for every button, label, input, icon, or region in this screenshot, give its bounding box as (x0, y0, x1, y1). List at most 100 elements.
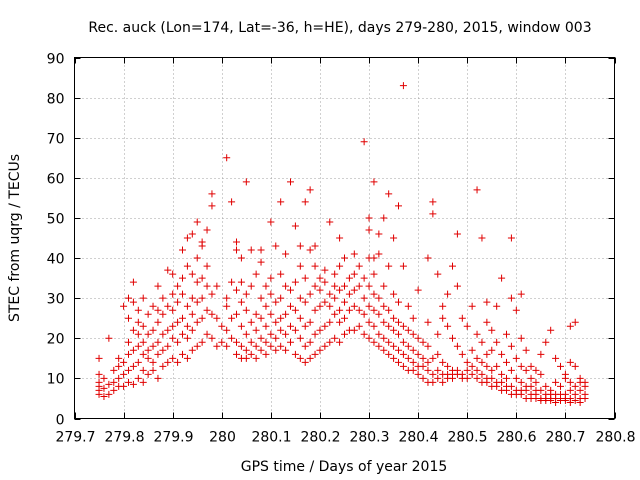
data-point (566, 394, 574, 402)
data-point (537, 350, 545, 358)
data-point (507, 294, 515, 302)
data-point (287, 322, 294, 330)
data-point (390, 314, 398, 322)
data-point (463, 358, 471, 366)
data-point (203, 282, 211, 290)
data-point (95, 370, 103, 378)
data-point (316, 286, 324, 294)
data-point (458, 314, 466, 322)
data-point (350, 250, 358, 258)
data-point (154, 306, 162, 314)
data-point (262, 338, 270, 346)
data-point (385, 262, 393, 270)
data-point (336, 262, 344, 270)
data-point (154, 350, 162, 358)
data-point (174, 338, 182, 346)
data-point (419, 374, 427, 382)
data-point (439, 302, 447, 310)
data-point (242, 330, 250, 338)
y-tick-label: 50 (47, 212, 65, 228)
data-point (129, 346, 137, 354)
data-point (336, 286, 344, 294)
data-point (493, 302, 501, 310)
data-point (174, 282, 182, 290)
data-point (434, 366, 442, 374)
data-point (350, 286, 358, 294)
data-point (321, 278, 329, 286)
data-point (399, 350, 407, 358)
data-point (498, 370, 506, 378)
data-point (183, 334, 191, 342)
data-point (105, 380, 113, 388)
data-point (552, 378, 560, 386)
data-point (183, 234, 191, 242)
data-point (311, 330, 319, 338)
data-point (341, 330, 348, 338)
data-point (208, 334, 216, 342)
data-point (272, 298, 280, 306)
data-point (483, 318, 491, 326)
data-point (198, 314, 206, 322)
chart-title: Rec. auck (Lon=174, Lat=-36, h=HE), days… (88, 20, 591, 36)
data-point (291, 350, 299, 358)
data-point (498, 378, 506, 386)
data-point (252, 326, 260, 334)
data-point (193, 254, 201, 262)
data-point (208, 202, 216, 210)
data-point (282, 310, 290, 318)
x-tick-label: 279.8 (104, 430, 144, 446)
data-point (458, 350, 466, 358)
data-point (503, 330, 510, 338)
data-point (404, 302, 412, 310)
data-point (164, 342, 172, 350)
data-point (287, 302, 294, 310)
data-point (385, 190, 393, 198)
data-point (237, 322, 245, 330)
data-point (571, 396, 579, 404)
data-point (360, 310, 368, 318)
data-point (159, 310, 167, 318)
data-point (557, 362, 564, 370)
data-point (321, 298, 329, 306)
data-point (188, 310, 196, 318)
data-point (233, 238, 240, 246)
data-point (365, 302, 373, 310)
data-point (527, 382, 535, 390)
data-point (100, 384, 108, 392)
data-point (331, 270, 339, 278)
data-point (350, 270, 358, 278)
data-point (478, 338, 486, 346)
data-point (360, 330, 368, 338)
data-point (129, 380, 137, 388)
data-point (498, 350, 506, 358)
data-point (277, 294, 285, 302)
data-point (483, 298, 491, 306)
data-point (468, 346, 476, 354)
data-point (169, 334, 177, 342)
data-point (257, 346, 265, 354)
data-point (532, 378, 540, 386)
data-point (380, 334, 388, 342)
data-point (169, 354, 177, 362)
data-point (237, 342, 245, 350)
data-point (488, 374, 496, 382)
data-point (100, 374, 108, 382)
data-point (512, 354, 520, 362)
data-point (203, 330, 211, 338)
data-point (149, 366, 157, 374)
data-point (144, 346, 152, 354)
data-point (409, 346, 417, 354)
data-point (306, 290, 314, 298)
data-point (301, 298, 309, 306)
data-point (110, 386, 118, 394)
data-point (198, 274, 206, 282)
data-point (498, 274, 506, 282)
data-point (404, 354, 412, 362)
data-point (345, 306, 353, 314)
data-point (463, 322, 471, 330)
data-point (341, 282, 348, 290)
data-point (125, 294, 132, 302)
data-point (154, 374, 162, 382)
data-point (399, 262, 407, 270)
